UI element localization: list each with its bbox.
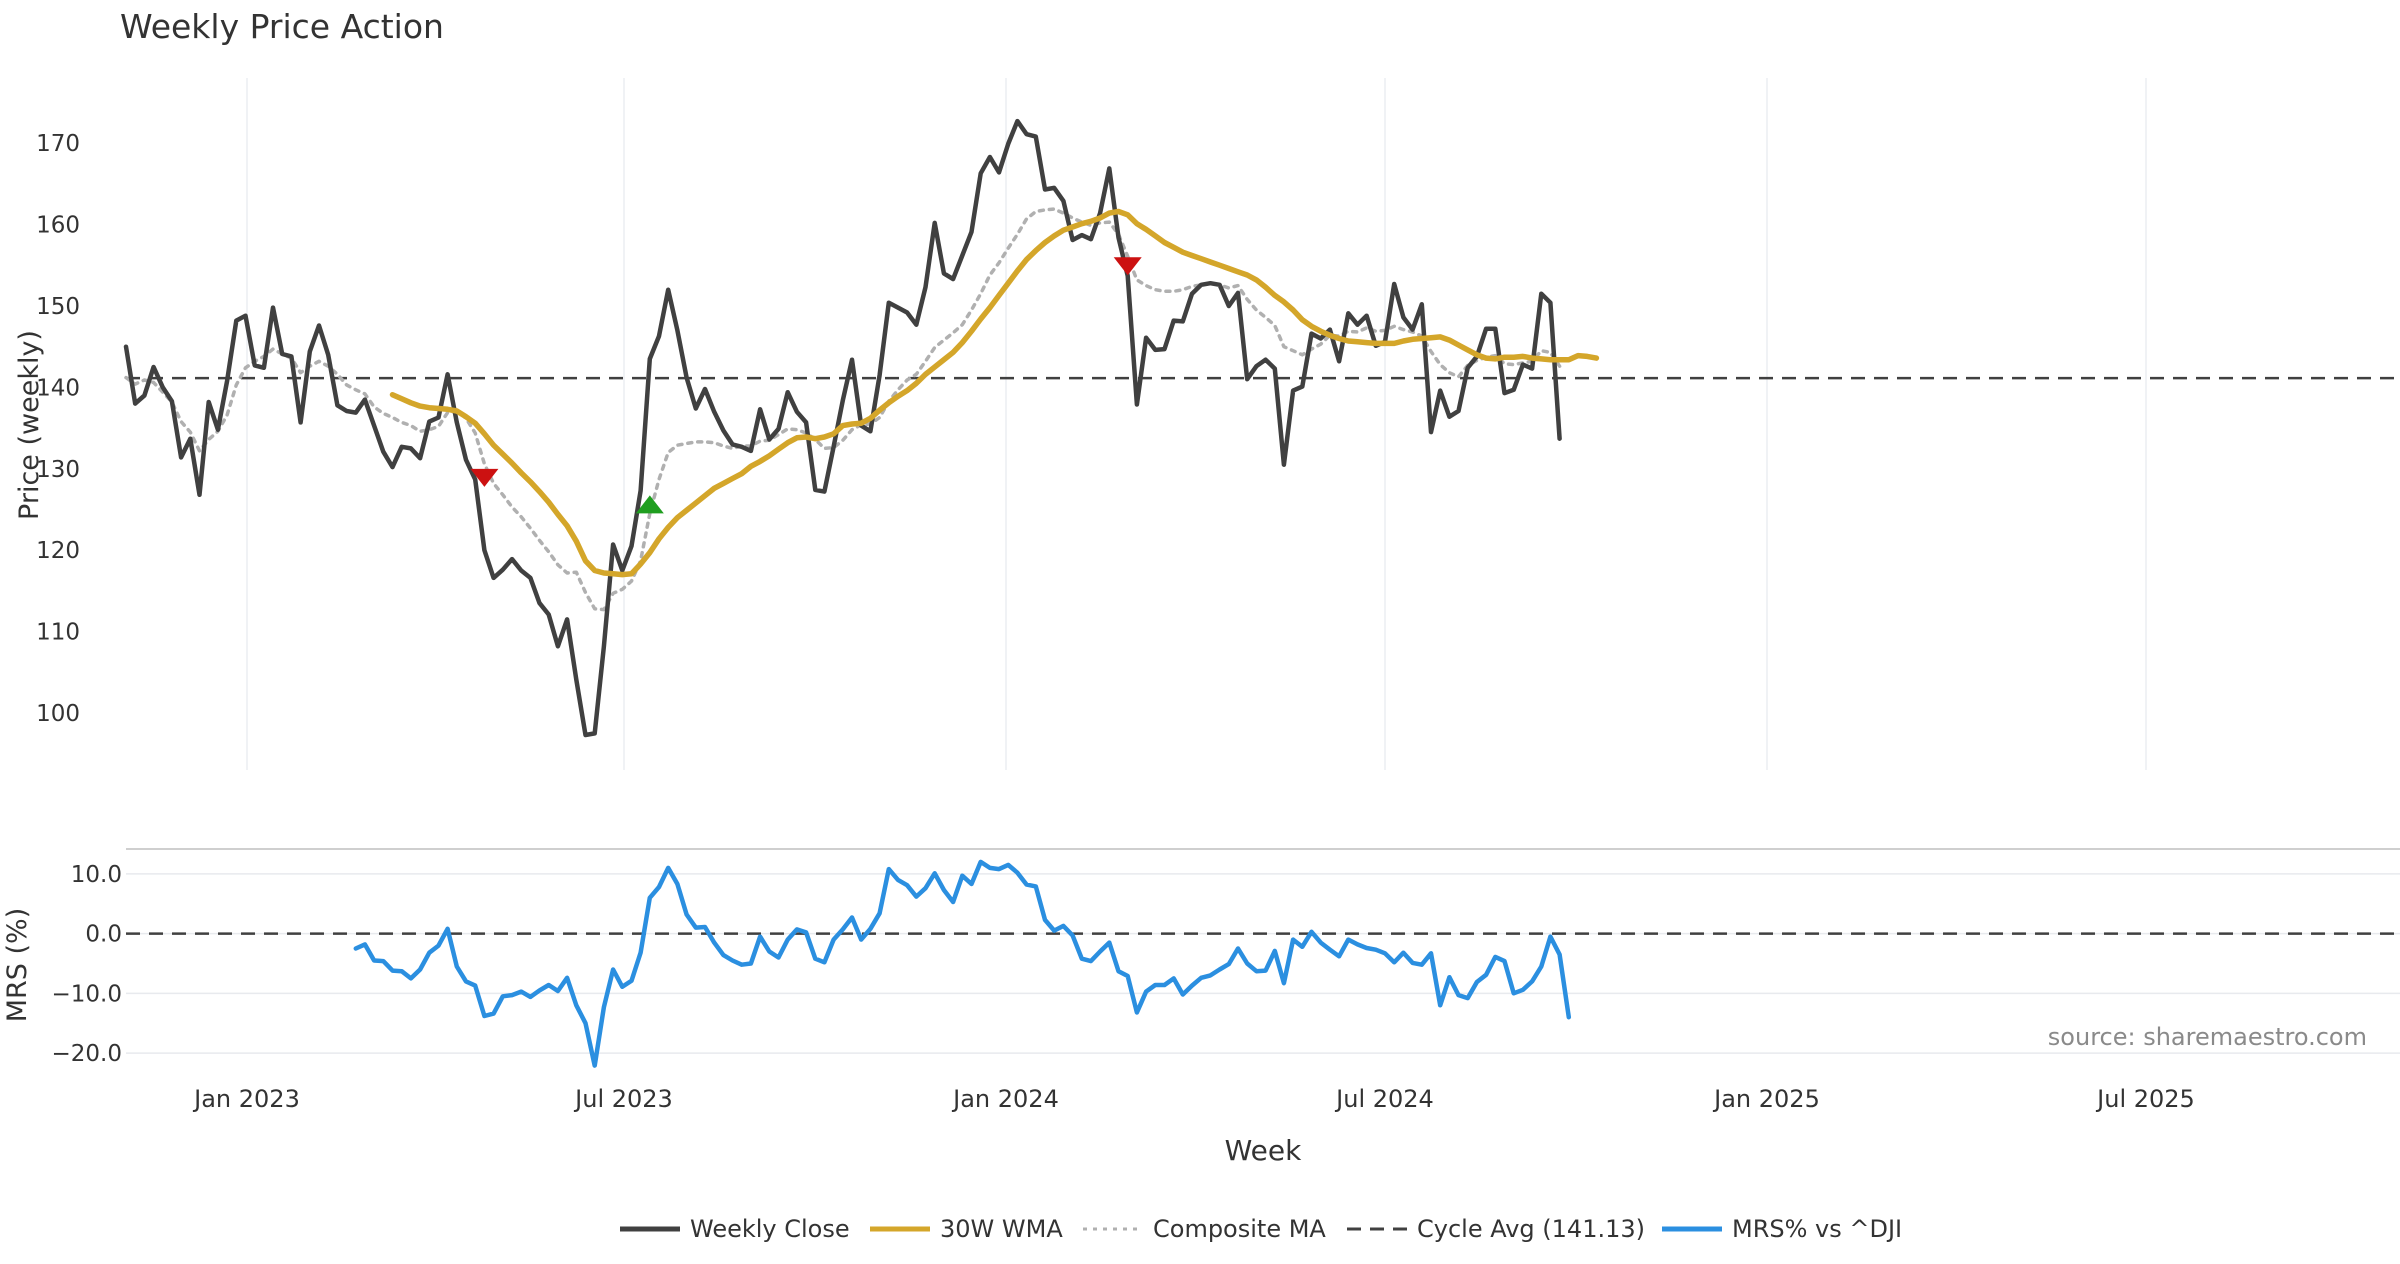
mrs-series-layer — [126, 859, 2400, 1068]
sell-signal-marker — [1113, 257, 1142, 276]
30w-wma-line — [389, 208, 1600, 578]
price-y-axis-label: Price (weekly) — [14, 330, 45, 520]
legend-label: 30W WMA — [940, 1215, 1063, 1243]
price-y-tick-label: 130 — [36, 457, 80, 483]
mrs-y-tick-label: −20.0 — [52, 1041, 122, 1067]
axis-labels: Jan 2023 Jul 2023 Jan 2024 Jul 2024 Jan 2025… — [36, 131, 2195, 1113]
legend-label: Weekly Close — [690, 1215, 850, 1243]
price-y-tick-label: 150 — [36, 294, 80, 320]
price-y-tick-label: 100 — [36, 701, 80, 727]
sell-signal-marker — [470, 468, 499, 487]
x-tick-label: Jan 2024 — [951, 1085, 1059, 1113]
mrs-y-tick-label: 0.0 — [85, 922, 122, 948]
buy-signal-marker — [635, 495, 664, 514]
mrs-y-tick-label: −10.0 — [52, 981, 122, 1007]
price-grid — [246, 78, 2147, 770]
composite-ma-line — [124, 207, 1562, 612]
price-y-tick-label: 160 — [36, 213, 80, 239]
x-axis-label: Week — [1225, 1134, 1302, 1167]
price-y-tick-label: 110 — [36, 620, 80, 646]
price-y-tick-label: 170 — [36, 131, 80, 157]
source-note: source: sharemaestro.com — [2048, 1023, 2367, 1051]
price-series-layer — [123, 118, 2400, 738]
x-tick-label: Jan 2023 — [192, 1085, 300, 1113]
price-y-tick-label: 120 — [36, 538, 80, 564]
x-tick-label: Jul 2025 — [2095, 1085, 2195, 1113]
x-tick-label: Jul 2023 — [573, 1085, 673, 1113]
x-tick-label: Jan 2025 — [1712, 1085, 1820, 1113]
mrs-y-tick-label: 10.0 — [71, 862, 122, 888]
weekly-close-line — [123, 118, 1562, 738]
legend-label: MRS% vs ^DJI — [1732, 1215, 1902, 1243]
legend-label: Cycle Avg (141.13) — [1417, 1215, 1645, 1243]
x-tick-label: Jul 2024 — [1334, 1085, 1434, 1113]
legend-label: Composite MA — [1153, 1215, 1326, 1243]
chart-title: Weekly Price Action — [120, 7, 444, 46]
mrs-line — [353, 859, 1572, 1068]
legend: Weekly Close 30W WMA Composite MA Cycle Avg… — [620, 1215, 1902, 1243]
price-y-tick-label: 140 — [36, 375, 80, 401]
mrs-y-axis-label: MRS (%) — [2, 908, 33, 1023]
